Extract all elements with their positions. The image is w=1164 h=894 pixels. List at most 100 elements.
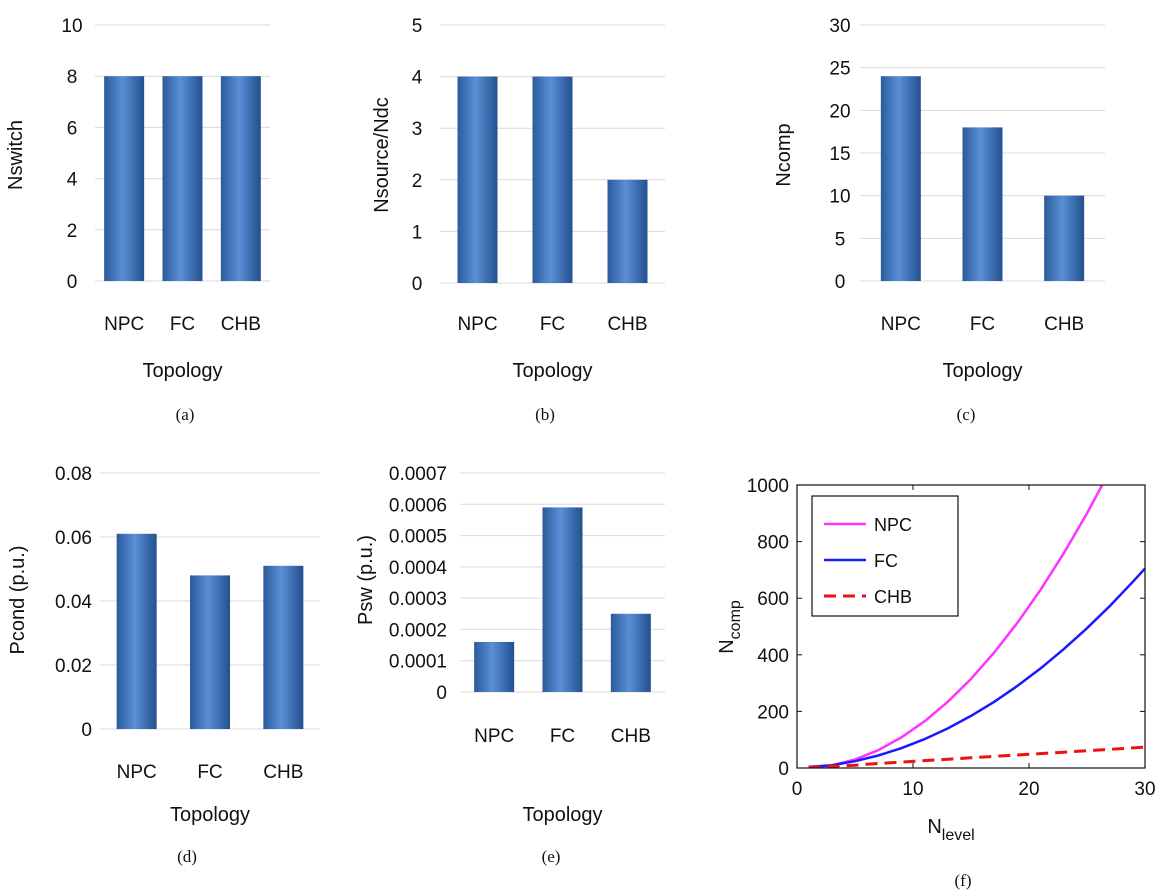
x-axis-label: Nlevel — [927, 816, 974, 844]
y-axis-label-sub: comp — [727, 600, 744, 639]
bar-chb — [1044, 195, 1085, 281]
x-axis-label: Topology — [512, 360, 592, 382]
category-label: NPC — [457, 314, 497, 335]
panel-caption: (e) — [542, 847, 561, 866]
bar-fc — [542, 507, 583, 692]
category-label: FC — [970, 314, 995, 335]
x-tick-label: 30 — [1134, 779, 1155, 800]
y-tick-label: 25 — [829, 59, 850, 80]
y-tick-label: 5 — [412, 16, 423, 37]
x-tick-label: 10 — [902, 779, 923, 800]
y-tick-label: 400 — [757, 646, 789, 667]
y-tick-label: 0 — [436, 683, 447, 704]
y-tick-label: 0.0007 — [389, 464, 447, 485]
y-tick-label: 0 — [778, 759, 789, 780]
bar-chart-d: 0 0.02 0.04 0.06 0.08 NPC FC CHB Pcond (p.u.) Top… — [7, 464, 320, 866]
bar-chb — [607, 179, 648, 283]
category-label: FC — [170, 314, 195, 335]
y-tick-label: 1000 — [747, 476, 789, 497]
panel-caption: (c) — [957, 405, 976, 424]
bar-chart-a: 0 2 4 6 8 10 NPC FC CHB Nswitch Topology (a) — [5, 16, 270, 424]
y-tick-label: 0.0004 — [389, 558, 448, 579]
x-axis-label: Topology — [942, 360, 1022, 382]
y-tick-label: 0.0001 — [389, 652, 447, 673]
y-tick-label: 0.0005 — [389, 527, 447, 548]
x-axis-label-sub: level — [942, 827, 975, 844]
y-tick-label: 0 — [67, 272, 78, 293]
bar-chb — [220, 76, 261, 281]
legend-label-fc: FC — [874, 551, 898, 571]
y-tick-label: 0.0003 — [389, 589, 447, 610]
legend-box — [811, 495, 959, 617]
x-axis-label-main: N — [927, 816, 941, 838]
category-label: FC — [197, 762, 222, 783]
y-tick-label: 1 — [412, 222, 423, 243]
bar-npc — [116, 533, 157, 729]
y-tick-label: 0.0006 — [389, 495, 447, 516]
category-label: FC — [540, 314, 565, 335]
legend-label-npc: NPC — [874, 515, 912, 535]
y-tick-label: 200 — [757, 702, 789, 723]
series-line-fc — [808, 567, 1145, 768]
x-tick-label: 0 — [792, 779, 803, 800]
category-label: CHB — [611, 726, 651, 747]
bar-npc — [880, 76, 921, 281]
y-axis-label: Nswitch — [5, 120, 27, 190]
panel-caption: (d) — [177, 847, 197, 866]
y-axis-label: Ncomp — [773, 123, 795, 186]
category-label: NPC — [881, 314, 921, 335]
y-tick-label: 0 — [835, 272, 846, 293]
bar-chart-e: 0 0.0001 0.0002 0.0003 0.0004 0.0005 0.0006 0.0… — [355, 464, 665, 866]
y-tick-label: 10 — [829, 187, 850, 208]
y-tick-label: 0.0002 — [389, 620, 447, 641]
x-axis-label: Topology — [522, 804, 602, 826]
bar-fc — [190, 575, 230, 729]
bar-npc — [457, 76, 498, 283]
line-chart-f: 0 10 20 3002004006008001000NcompNlevelNPCFC… — [716, 476, 1156, 890]
y-tick-label: 30 — [829, 16, 850, 37]
y-tick-label: 8 — [67, 67, 78, 88]
category-label: CHB — [221, 314, 261, 335]
y-tick-label: 0 — [412, 274, 423, 295]
category-label: NPC — [117, 762, 157, 783]
y-axis-label-main: N — [716, 639, 738, 653]
y-tick-label: 15 — [829, 144, 850, 165]
y-tick-label: 0.04 — [55, 592, 92, 613]
bar-chb — [610, 613, 651, 692]
y-tick-label: 0.02 — [55, 656, 92, 677]
y-tick-label: 3 — [412, 119, 423, 140]
bar-fc — [962, 127, 1003, 282]
y-axis-label: Nsource/Ndc — [371, 97, 393, 213]
bar-chart-b: 0 1 2 3 4 5 NPC FC CHB Nsource/Ndc Topology (b) — [371, 16, 665, 424]
y-tick-label: 2 — [67, 221, 78, 242]
bar-npc — [474, 641, 515, 692]
y-axis-label: Psw (p.u.) — [355, 535, 377, 625]
category-label: NPC — [474, 726, 514, 747]
panel-caption: (a) — [176, 405, 195, 424]
x-tick-label: 20 — [1018, 779, 1039, 800]
y-axis-label: Ncomp — [716, 600, 744, 654]
legend: NPC FC CHB — [811, 495, 959, 617]
category-label: FC — [550, 726, 575, 747]
series-line-npc — [808, 485, 1104, 768]
series-line-chb — [808, 745, 1145, 768]
y-tick-label: 10 — [61, 16, 82, 37]
y-tick-label: 5 — [835, 229, 846, 250]
y-tick-label: 600 — [757, 589, 789, 610]
category-label: CHB — [1044, 314, 1084, 335]
y-tick-label: 2 — [412, 171, 423, 192]
y-tick-label: 20 — [829, 101, 850, 122]
panel-caption: (f) — [955, 871, 972, 890]
category-label: NPC — [104, 314, 144, 335]
plot-frame — [796, 484, 1146, 769]
y-tick-label: 0.06 — [55, 528, 92, 549]
panel-caption: (b) — [535, 405, 555, 424]
y-tick-label: 0 — [81, 720, 92, 741]
x-axis-label: Topology — [170, 804, 250, 826]
category-label: CHB — [607, 314, 647, 335]
y-tick-label: 4 — [67, 170, 78, 191]
bar-chart-c: 0 5 10 15 20 25 30 NPC FC CHB Ncomp Topology (c) — [773, 16, 1105, 424]
x-axis-label: Topology — [142, 360, 222, 382]
bar-npc — [104, 76, 145, 281]
